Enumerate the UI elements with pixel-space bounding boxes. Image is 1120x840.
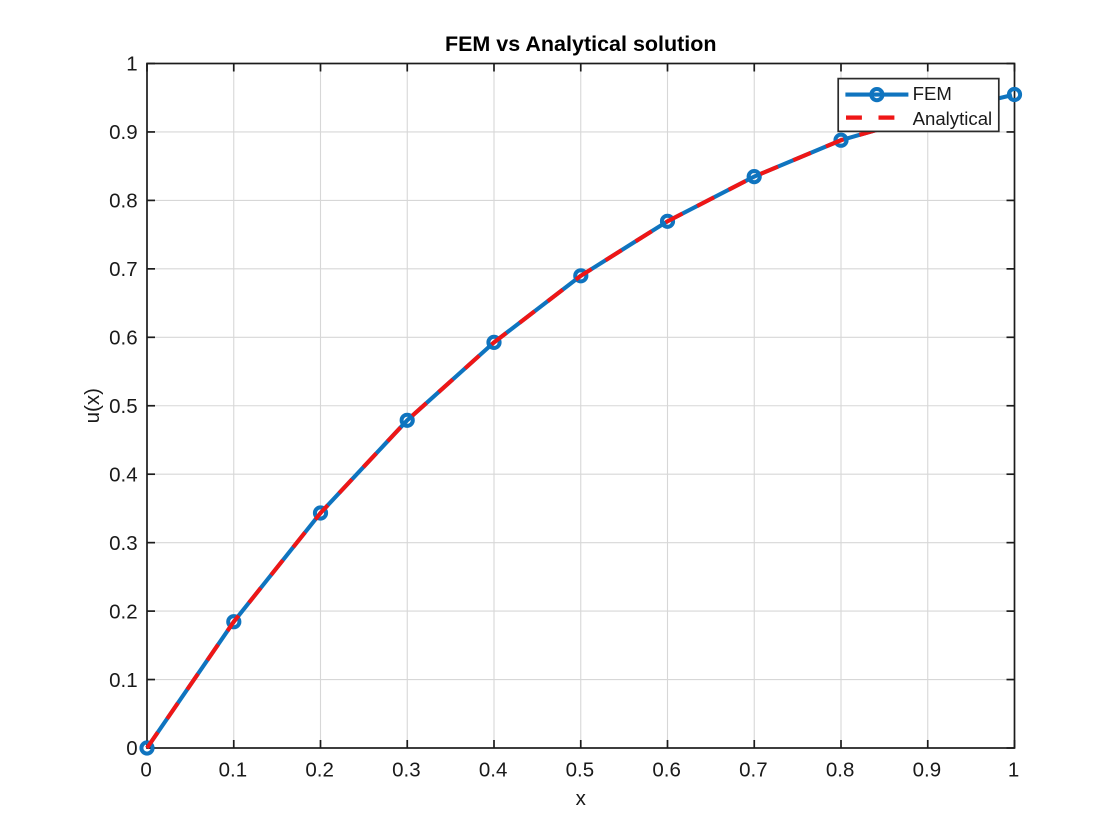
svg-text:0.3: 0.3 xyxy=(109,532,138,555)
svg-text:0.2: 0.2 xyxy=(305,758,334,781)
svg-text:0.8: 0.8 xyxy=(826,758,855,781)
svg-text:x: x xyxy=(576,787,587,810)
svg-text:1: 1 xyxy=(126,53,137,76)
svg-text:0.7: 0.7 xyxy=(739,758,768,781)
svg-text:0.4: 0.4 xyxy=(109,463,138,486)
svg-text:0: 0 xyxy=(140,758,151,781)
svg-text:0.9: 0.9 xyxy=(913,758,942,781)
svg-text:0.4: 0.4 xyxy=(479,758,508,781)
svg-text:Analytical: Analytical xyxy=(913,108,993,129)
svg-text:0.2: 0.2 xyxy=(109,600,138,623)
svg-text:0.6: 0.6 xyxy=(652,758,681,781)
svg-text:0.1: 0.1 xyxy=(109,669,138,692)
svg-text:FEM vs Analytical solution: FEM vs Analytical solution xyxy=(445,32,717,56)
svg-text:0.5: 0.5 xyxy=(566,758,595,781)
svg-text:0.1: 0.1 xyxy=(219,758,248,781)
svg-text:u(x): u(x) xyxy=(81,388,104,423)
svg-text:FEM: FEM xyxy=(913,83,952,104)
svg-text:0.5: 0.5 xyxy=(109,395,138,418)
svg-text:1: 1 xyxy=(1008,758,1019,781)
svg-text:0.6: 0.6 xyxy=(109,327,138,350)
svg-text:0.7: 0.7 xyxy=(109,258,138,281)
svg-text:0.3: 0.3 xyxy=(392,758,421,781)
svg-text:0.9: 0.9 xyxy=(109,121,138,144)
svg-text:0: 0 xyxy=(126,737,137,760)
svg-text:0.8: 0.8 xyxy=(109,190,138,213)
